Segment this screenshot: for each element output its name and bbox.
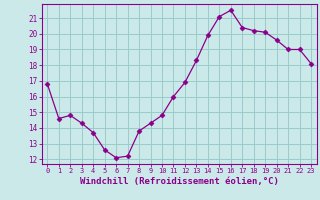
X-axis label: Windchill (Refroidissement éolien,°C): Windchill (Refroidissement éolien,°C) [80,177,279,186]
